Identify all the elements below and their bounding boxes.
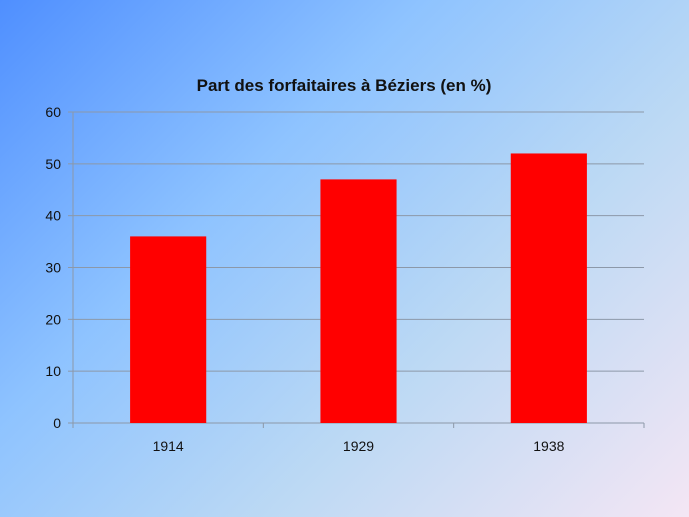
bar-1938 [510, 153, 587, 423]
x-tick-label: 1929 [343, 438, 374, 454]
y-tick-label: 10 [45, 363, 61, 379]
y-tick-label: 60 [45, 104, 61, 120]
bar-1929 [320, 179, 397, 423]
x-tick-label: 1914 [153, 438, 184, 454]
y-tick-label: 0 [53, 415, 61, 431]
y-tick-labels: 0 10 20 30 40 50 60 [45, 104, 61, 431]
chart-title: Part des forfaitaires à Béziers (en %) [197, 76, 492, 95]
bars [130, 153, 587, 423]
y-tick-label: 40 [45, 208, 61, 224]
x-tick-labels: 1914 1929 1938 [153, 438, 565, 454]
bar-1914 [130, 236, 207, 423]
y-tick-label: 20 [45, 311, 61, 327]
x-tick-label: 1938 [533, 438, 564, 454]
y-tick-label: 50 [45, 156, 61, 172]
y-tick-label: 30 [45, 260, 61, 276]
